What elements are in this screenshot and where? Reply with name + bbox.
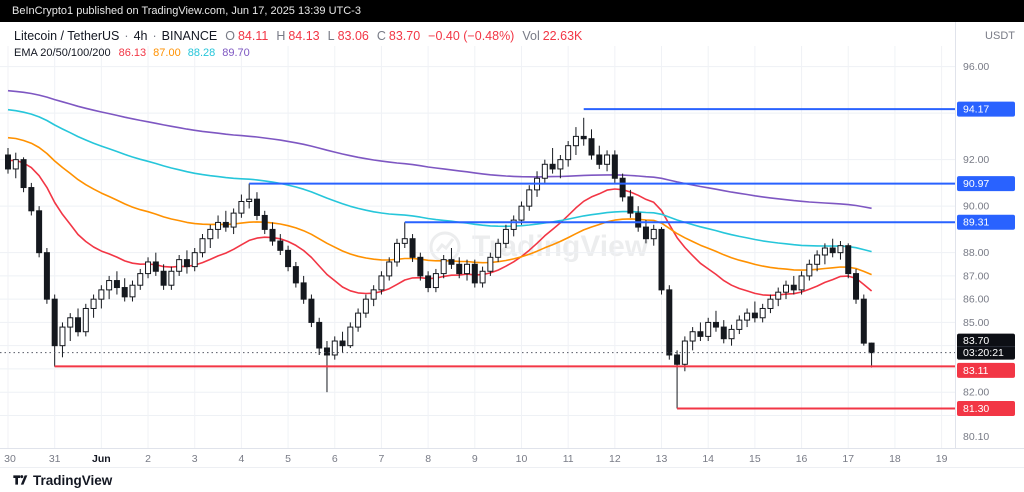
volume-value: 22.63K [542, 29, 583, 43]
price-axis-label: 96.00 [963, 61, 989, 73]
current-price-label: 83.70 [963, 335, 989, 347]
symbol-info-row: Litecoin / TetherUS · 4h · BINANCE O 84.… [14, 29, 582, 43]
svg-text:83.11: 83.11 [963, 365, 989, 377]
svg-text:90.97: 90.97 [963, 178, 989, 190]
separator-dot: · [124, 29, 129, 43]
svg-text:81.30: 81.30 [963, 403, 989, 415]
indicator-row: EMA 20/50/100/200 86.13 87.00 88.28 89.7… [14, 47, 257, 59]
time-axis-label: 30 [4, 453, 16, 465]
time-axis-label: 5 [285, 453, 291, 465]
time-axis-label: 2 [145, 453, 151, 465]
volume-label: Vol [522, 29, 540, 43]
low-value: 83.06 [337, 29, 369, 43]
time-axis-label: 18 [889, 453, 901, 465]
ema200-value: 89.70 [222, 47, 250, 59]
footer-bar: TradingView [0, 467, 1024, 492]
time-axis-label: 19 [936, 453, 948, 465]
ema200-line [7, 89, 872, 210]
price-axis-label: 88.00 [963, 247, 989, 259]
publish-banner: BeInCrypto1 published on TradingView.com… [0, 0, 1024, 22]
high-value: 84.13 [288, 29, 320, 43]
quote-currency: USDT [985, 30, 1015, 42]
price-tag-81.30 [957, 400, 1015, 416]
time-axis[interactable]: 30 31 Jun 2 3 4 5 6 7 8 9 10 11 12 13 14 15 16 17 18 19 [4, 453, 947, 465]
ema50-line [7, 136, 872, 276]
time-axis-label: 13 [656, 453, 668, 465]
time-axis-label: 12 [609, 453, 621, 465]
price-tag-89.31 [957, 214, 1015, 230]
ema100-value: 88.28 [187, 47, 216, 59]
grid-layer [0, 46, 955, 448]
separator-dot: · [152, 29, 157, 43]
price-axis-label: 80.10 [963, 431, 989, 443]
price-axis-label: 87.00 [963, 270, 989, 282]
time-axis-label: 11 [563, 453, 574, 465]
indicator-label[interactable]: EMA 20/50/100/200 [14, 47, 111, 59]
price-change: −0.40 (−0.48%) [428, 29, 515, 43]
time-axis-label: 6 [332, 453, 338, 465]
price-axis-label: 90.00 [963, 201, 989, 213]
publish-banner-text: BeInCrypto1 published on TradingView.com… [12, 5, 361, 17]
open-label: O [225, 29, 235, 43]
ema20-value: 86.13 [118, 47, 147, 59]
time-axis-label: 3 [192, 453, 198, 465]
price-chart[interactable]: 96.00 92.00 90.00 88.00 87.00 86.00 85.00 82.00… [0, 22, 1024, 467]
price-axis[interactable]: 96.00 92.00 90.00 88.00 87.00 86.00 85.00 82.00… [0, 22, 1024, 467]
open-value: 84.11 [237, 29, 269, 43]
time-axis-label: 7 [379, 453, 385, 465]
close-value: 83.70 [388, 29, 421, 43]
price-axis-label: 86.00 [963, 294, 989, 306]
time-axis-label: 15 [749, 453, 761, 465]
price-tag-94.17 [957, 101, 1015, 117]
ema-lines-layer [7, 89, 873, 297]
price-tag-90.97 [957, 176, 1015, 192]
time-axis-label: 17 [842, 453, 854, 465]
tradingview-logo-icon [13, 475, 28, 485]
low-label: L [327, 29, 335, 43]
interval-value[interactable]: 4h [133, 29, 148, 43]
tradingview-logo-text: TradingView [33, 472, 113, 488]
svg-text:89.31: 89.31 [963, 217, 989, 229]
countdown-label: 03:20:21 [963, 347, 1004, 359]
candles-layer [5, 117, 875, 409]
chart-container: TradingView 96.00 92.00 90.00 88.00 87.00 86.… [0, 22, 1024, 467]
price-axis-label: 82.00 [963, 387, 989, 399]
svg-text:94.17: 94.17 [963, 104, 989, 116]
high-label: H [276, 29, 286, 43]
time-axis-label: 8 [425, 453, 431, 465]
time-axis-label: 10 [516, 453, 528, 465]
time-axis-label: 4 [238, 453, 244, 465]
symbol-name[interactable]: Litecoin / TetherUS [14, 29, 120, 43]
ema50-value: 87.00 [153, 47, 181, 59]
time-axis-label: 16 [796, 453, 808, 465]
price-axis-label: 85.00 [963, 317, 989, 329]
time-axis-label: 31 [49, 453, 61, 465]
time-axis-label: 9 [472, 453, 478, 465]
price-lines-layer[interactable] [54, 108, 955, 410]
tradingview-logo[interactable]: TradingView [12, 472, 112, 488]
close-label: C [376, 29, 386, 43]
ema20-line [7, 159, 873, 297]
exchange-name[interactable]: BINANCE [161, 29, 218, 43]
price-tag-83.11 [957, 362, 1015, 378]
time-axis-label: 14 [702, 453, 714, 465]
price-axis-label: 92.00 [963, 154, 989, 166]
time-axis-label: Jun [92, 453, 111, 465]
ema100-line [7, 108, 872, 253]
